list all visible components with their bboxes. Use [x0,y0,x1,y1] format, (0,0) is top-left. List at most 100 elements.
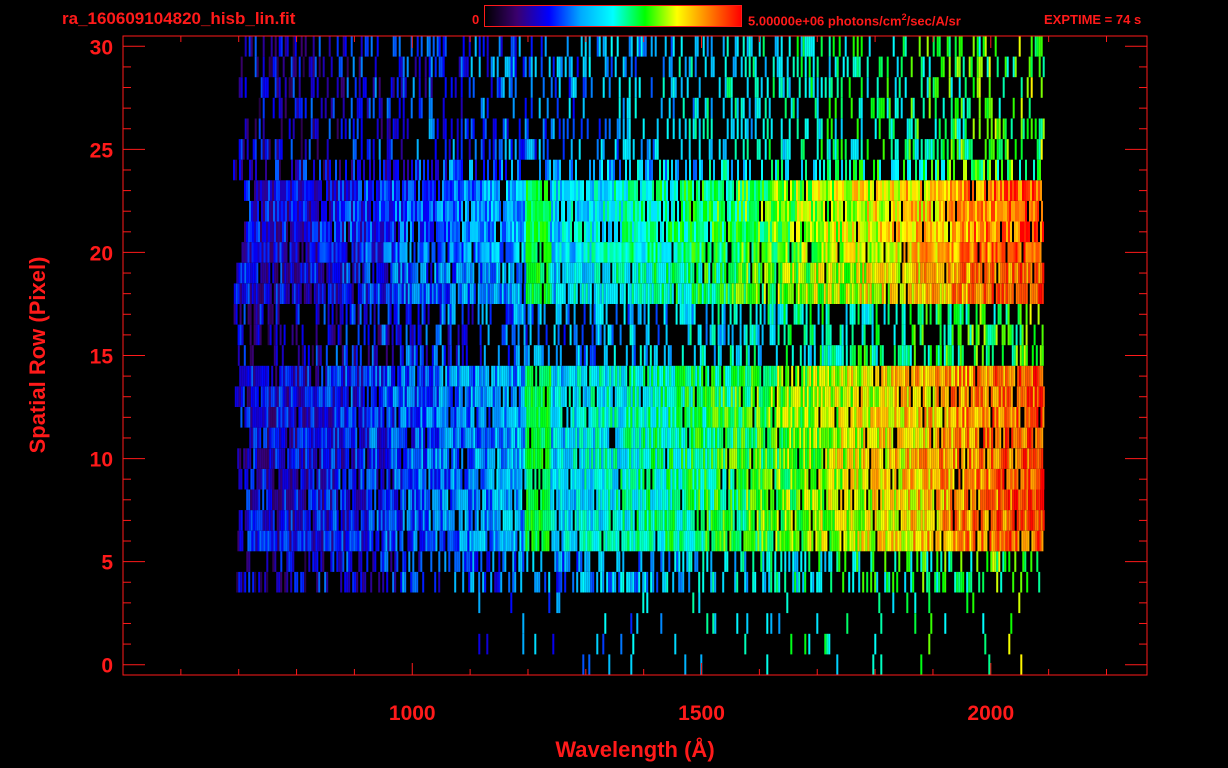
heatmap-cell [420,510,423,531]
heatmap-cell [332,489,335,511]
heatmap-cell [851,365,854,387]
heatmap-cell [685,365,688,387]
heatmap-cell [989,324,992,346]
heatmap-cell [887,448,890,469]
heatmap-cell [489,427,492,449]
heatmap-cell [499,427,502,449]
heatmap-cell [838,510,841,531]
heatmap-cell [396,489,399,511]
heatmap-cell [358,262,361,284]
heatmap-cell [446,407,449,428]
heatmap-cell [852,407,855,428]
heatmap-cell [392,468,395,490]
heatmap-cell [899,283,902,304]
heatmap-cell [971,427,974,449]
heatmap-cell [978,407,981,428]
heatmap-cell [579,530,582,552]
heatmap-cell [1017,427,1020,449]
heatmap-cell [714,489,717,511]
heatmap-cell [341,365,344,387]
heatmap-cell [704,386,707,407]
heatmap-cell [632,407,635,428]
heatmap-cell [636,386,639,407]
heatmap-cell [339,530,342,552]
heatmap-cell [656,468,659,490]
heatmap-cell [732,262,735,284]
heatmap-cell [842,407,845,428]
heatmap-cell [381,448,384,469]
heatmap-cell [668,551,671,572]
heatmap-cell [377,304,380,325]
heatmap-cell [290,571,293,593]
heatmap-cell [589,283,592,304]
heatmap-cell [381,530,384,552]
heatmap-cell [319,530,322,552]
heatmap-cell [1029,365,1032,387]
heatmap-cell [351,345,354,366]
heatmap-cell [441,530,444,552]
heatmap-cell [845,283,848,304]
heatmap-cell [553,427,556,449]
heatmap-cell [466,551,469,572]
heatmap-cell [720,386,723,407]
heatmap-cell [461,304,464,325]
heatmap-cell [590,468,593,490]
heatmap-cell [597,427,600,449]
heatmap-cell [1009,283,1012,304]
heatmap-cell [1029,448,1032,469]
heatmap-cell [925,283,928,304]
heatmap-cell [649,365,652,387]
heatmap-cell [762,551,765,572]
heatmap-cell [350,510,353,531]
heatmap-cell [351,304,354,325]
heatmap-cell [516,262,519,284]
heatmap-cell [936,407,939,428]
heatmap-cell [889,365,892,387]
heatmap-cell [578,386,581,407]
heatmap-cell [822,468,825,490]
heatmap-cell [924,510,927,531]
heatmap-cell [938,468,941,490]
heatmap-cell [922,551,925,572]
heatmap-cell [360,571,363,593]
heatmap-cell [800,468,803,490]
heatmap-cell [799,345,802,366]
heatmap-cell [706,262,709,284]
heatmap-cell [820,262,823,284]
heatmap-cell [468,489,471,511]
heatmap-cell [340,489,343,511]
heatmap-cell [806,262,809,284]
heatmap-cell [342,551,345,572]
heatmap-cell [292,262,295,284]
heatmap-cell [564,551,567,572]
heatmap-cell [920,468,923,490]
heatmap-cell [870,510,873,531]
heatmap-cell [895,448,898,469]
heatmap-cell [797,427,800,449]
heatmap-cell [899,345,902,366]
heatmap-cell [1025,530,1028,552]
heatmap-cell [1021,283,1024,304]
heatmap-cell [859,365,862,387]
heatmap-cell [853,345,856,366]
heatmap-cell [566,468,569,490]
heatmap-cell [1037,448,1040,469]
heatmap-cell [600,468,603,490]
heatmap-cell [830,551,833,572]
heatmap-cell [553,530,556,552]
heatmap-cell [520,489,523,511]
heatmap-cell [533,427,536,449]
heatmap-cell [527,304,530,325]
heatmap-cell [322,510,325,531]
heatmap-cell [560,571,563,593]
heatmap-cell [290,407,293,428]
heatmap-cell [910,407,913,428]
heatmap-cell [844,407,847,428]
heatmap-cell [706,407,709,428]
heatmap-cell [828,551,831,572]
heatmap-cell [578,407,581,428]
heatmap-cell [492,551,495,572]
heatmap-cell [305,427,308,449]
heatmap-cell [432,468,435,490]
heatmap-cell [650,510,653,531]
